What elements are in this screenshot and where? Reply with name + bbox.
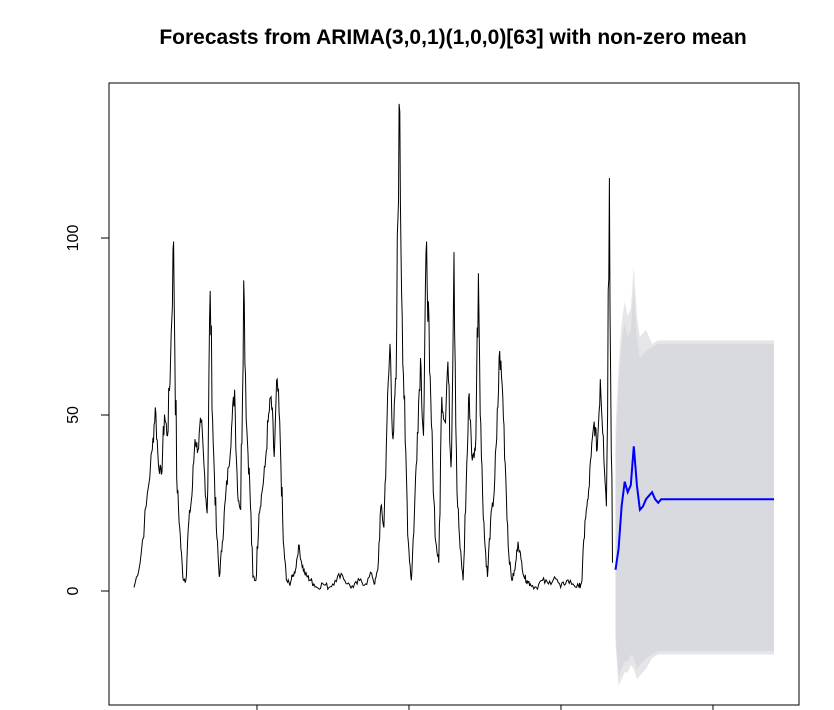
forecast-series-layer	[614, 446, 774, 570]
y-tick-label-0: 0	[65, 586, 82, 595]
forecast-series-line	[614, 446, 774, 570]
y-tick-label-50: 50	[65, 406, 82, 424]
x-axis	[256, 705, 714, 710]
prediction-interval-layer	[615, 266, 774, 687]
history-series-line	[133, 103, 613, 591]
y-axis: 100 50 0	[65, 225, 109, 595]
prediction-interval-band	[615, 287, 774, 676]
y-tick-label-100: 100	[65, 225, 82, 252]
chart-title: Forecasts from ARIMA(3,0,1)(1,0,0)[63] w…	[159, 26, 746, 49]
history-series-layer	[133, 103, 613, 591]
plot-frame	[108, 82, 800, 706]
